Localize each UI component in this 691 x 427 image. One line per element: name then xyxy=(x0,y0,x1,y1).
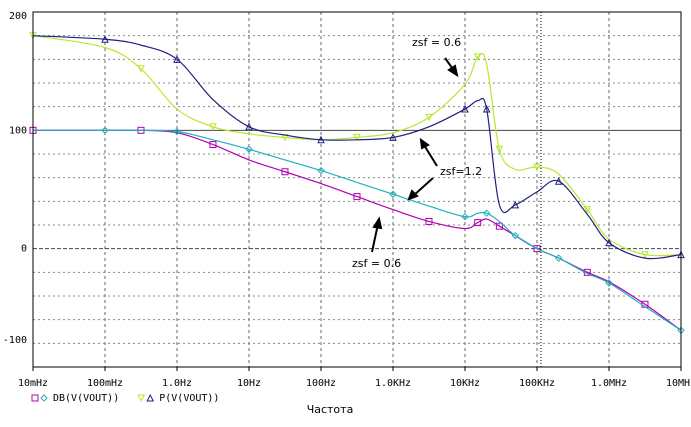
marker xyxy=(173,127,181,136)
arrow-head xyxy=(419,137,430,150)
legend-label: P(V(VOUT)) xyxy=(159,393,219,404)
marker xyxy=(146,393,155,402)
marker xyxy=(209,141,217,149)
x-tick-label: 10KHz xyxy=(450,378,480,389)
marker xyxy=(554,254,563,262)
marker xyxy=(495,222,503,230)
series-line xyxy=(32,35,682,260)
marker xyxy=(317,135,325,144)
x-tick-label: 100Hz xyxy=(306,378,336,389)
marker xyxy=(31,394,39,402)
marker xyxy=(281,168,289,176)
y-tick-label: -100 xyxy=(3,335,27,346)
marker xyxy=(482,209,491,217)
x-tick-label: 10Hz xyxy=(237,378,261,389)
marker xyxy=(40,394,48,402)
y-tick-label: 0 xyxy=(21,244,27,255)
marker xyxy=(101,126,109,135)
plot-frame xyxy=(32,11,682,368)
marker xyxy=(511,231,520,240)
marker xyxy=(389,190,397,198)
marker xyxy=(137,394,146,403)
x-tick-label: 1.0KHz xyxy=(375,378,411,389)
legend: DB(V(VOUT)) P(V(VOUT)) xyxy=(31,393,219,404)
marker xyxy=(495,145,504,154)
marker xyxy=(173,55,181,63)
marker xyxy=(461,104,469,113)
arrow xyxy=(423,144,438,167)
series-line xyxy=(33,129,682,331)
y-tick-label: 200 xyxy=(9,11,27,22)
x-tick-label: 100mHz xyxy=(87,378,123,389)
annotation: zsf=1.2 xyxy=(440,165,482,178)
marker xyxy=(533,245,541,253)
annotation: zsf = 0.6 xyxy=(352,257,401,270)
arrow xyxy=(412,177,434,197)
x-tick-label: 10mHz xyxy=(18,378,48,389)
x-tick-label: 1.0MHz xyxy=(591,378,627,389)
marker xyxy=(245,145,253,153)
x-tick-label: 1.0Hz xyxy=(162,378,192,389)
annotation: zsf = 0.6 xyxy=(412,36,461,49)
marker xyxy=(281,133,289,142)
marker xyxy=(554,177,563,185)
x-axis-label: Частота xyxy=(307,403,354,416)
arrows xyxy=(371,57,459,253)
x-tick-label: 100KHz xyxy=(519,378,555,389)
y-tick-label: 100 xyxy=(9,125,27,136)
marker xyxy=(605,279,613,287)
plot-area xyxy=(29,32,685,335)
marker xyxy=(461,213,469,221)
marker xyxy=(353,193,361,201)
marker xyxy=(425,113,433,122)
marker xyxy=(101,35,109,43)
arrow-head xyxy=(372,216,383,230)
grid xyxy=(32,11,682,371)
marker xyxy=(425,217,433,225)
marker xyxy=(209,123,217,131)
arrow-head xyxy=(407,189,419,201)
marker xyxy=(473,53,482,62)
marker xyxy=(641,251,649,259)
legend-label: DB(V(VOUT)) xyxy=(53,393,119,404)
marker xyxy=(482,104,491,113)
marker xyxy=(605,238,613,247)
arrow-head xyxy=(447,64,459,78)
marker xyxy=(137,65,145,73)
arrow xyxy=(371,223,379,253)
marker xyxy=(511,200,520,209)
marker xyxy=(317,166,325,175)
marker xyxy=(583,206,592,214)
marker xyxy=(245,122,253,131)
marker xyxy=(474,219,482,227)
marker xyxy=(389,133,397,141)
marker xyxy=(533,163,541,172)
x-tick-label: 10MHz xyxy=(666,378,691,389)
series-line xyxy=(32,35,682,257)
marker xyxy=(353,133,361,142)
